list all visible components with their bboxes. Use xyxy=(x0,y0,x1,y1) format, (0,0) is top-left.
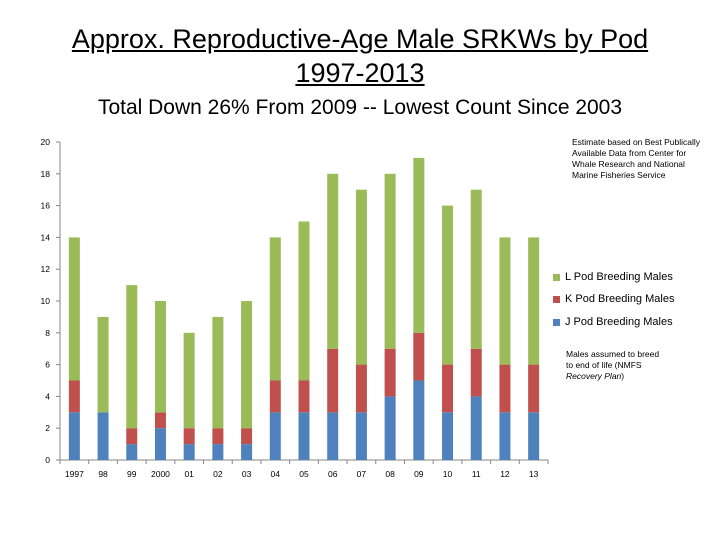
bar-l-pod xyxy=(97,316,109,413)
bar-k-pod xyxy=(154,412,166,429)
bar-l-pod xyxy=(413,157,425,333)
x-tick-label: 10 xyxy=(443,469,453,479)
bar-k-pod xyxy=(212,428,224,445)
bar-k-pod xyxy=(269,380,281,413)
bar-j-pod xyxy=(298,412,310,460)
y-tick-label: 10 xyxy=(41,296,51,306)
y-tick-label: 18 xyxy=(41,169,51,179)
assumption-note-close: ) xyxy=(621,371,625,381)
legend-label-j-pod: J Pod Breeding Males xyxy=(565,316,673,328)
bar-j-pod xyxy=(499,412,511,460)
bar-j-pod xyxy=(327,412,339,460)
x-tick-label: 01 xyxy=(184,469,194,479)
legend-label-k-pod: K Pod Breeding Males xyxy=(565,293,675,305)
y-tick-label: 14 xyxy=(41,232,51,242)
x-tick-label: 06 xyxy=(328,469,338,479)
x-tick-label: 02 xyxy=(213,469,223,479)
x-tick-label: 98 xyxy=(98,469,108,479)
bar-l-pod xyxy=(183,332,195,429)
bar-j-pod xyxy=(528,412,540,460)
legend-label-l-pod: L Pod Breeding Males xyxy=(565,271,673,283)
bar-l-pod xyxy=(154,301,166,413)
bar-l-pod xyxy=(528,237,540,365)
bar-k-pod xyxy=(499,364,511,413)
y-tick-label: 12 xyxy=(41,264,51,274)
y-tick-label: 20 xyxy=(41,137,51,147)
y-tick-label: 2 xyxy=(45,423,50,433)
y-tick-label: 16 xyxy=(41,201,51,211)
chart-title-years: 1997-2013 xyxy=(295,58,425,88)
bar-j-pod xyxy=(183,444,195,460)
bar-l-pod xyxy=(212,316,224,429)
x-tick-label: 13 xyxy=(529,469,539,479)
bar-k-pod xyxy=(298,380,310,413)
bar-j-pod xyxy=(384,396,396,460)
bar-k-pod xyxy=(442,364,454,413)
x-tick-label: 04 xyxy=(271,469,281,479)
bar-k-pod xyxy=(355,364,367,413)
x-tick-label: 11 xyxy=(472,469,481,479)
chart-title: Approx. Reproductive-Age Male SRKWs by P… xyxy=(71,24,649,54)
bar-j-pod xyxy=(126,444,138,460)
bar-k-pod xyxy=(528,364,540,413)
bar-k-pod xyxy=(126,428,138,445)
x-tick-label: 09 xyxy=(414,469,424,479)
bar-j-pod xyxy=(442,412,454,460)
source-note: Estimate based on Best Publically Availa… xyxy=(572,137,701,180)
y-tick-label: 4 xyxy=(45,391,50,401)
x-tick-label: 03 xyxy=(242,469,252,479)
bar-l-pod xyxy=(126,285,138,429)
assumption-note: Males assumed to breed to end of life (N… xyxy=(566,349,666,382)
legend-swatch-k-pod xyxy=(553,295,560,303)
bar-l-pod xyxy=(269,237,281,381)
bar-k-pod xyxy=(327,348,339,413)
y-tick-label: 0 xyxy=(45,455,50,465)
bar-k-pod xyxy=(183,428,195,445)
bar-l-pod xyxy=(355,189,367,365)
bar-j-pod xyxy=(470,396,482,460)
x-tick-label: 1997 xyxy=(65,469,84,479)
x-tick-label: 05 xyxy=(299,469,309,479)
bar-j-pod xyxy=(241,444,253,460)
bar-l-pod xyxy=(470,189,482,349)
y-tick-label: 8 xyxy=(45,328,50,338)
bar-j-pod xyxy=(68,412,80,460)
bar-l-pod xyxy=(442,205,454,365)
legend-item-k-pod: K Pod Breeding Males xyxy=(553,293,674,305)
bar-l-pod xyxy=(384,173,396,349)
bar-j-pod xyxy=(212,444,224,460)
chart-subtitle: Total Down 26% From 2009 -- Lowest Count… xyxy=(97,96,623,119)
bar-j-pod xyxy=(269,412,281,460)
bar-l-pod xyxy=(327,173,339,349)
bar-j-pod xyxy=(413,380,425,460)
assumption-note-text: Males assumed to breed to end of life (N… xyxy=(566,349,660,370)
bar-k-pod xyxy=(413,332,425,381)
legend-swatch-j-pod xyxy=(553,318,560,326)
legend-item-l-pod: L Pod Breeding Males xyxy=(553,271,673,283)
x-tick-label: 07 xyxy=(357,469,367,479)
x-tick-label: 12 xyxy=(500,469,510,479)
y-tick-label: 6 xyxy=(45,360,50,370)
bar-l-pod xyxy=(499,237,511,365)
bar-l-pod xyxy=(241,301,253,429)
bar-l-pod xyxy=(68,237,80,381)
bar-k-pod xyxy=(384,348,396,397)
assumption-note-citation: Recovery Plan xyxy=(566,371,622,381)
x-tick-label: 2000 xyxy=(151,469,170,479)
x-tick-label: 08 xyxy=(385,469,395,479)
bar-j-pod xyxy=(154,428,166,460)
bar-l-pod xyxy=(298,221,310,381)
legend-swatch-l-pod xyxy=(553,273,560,281)
bar-k-pod xyxy=(68,380,80,413)
bar-j-pod xyxy=(97,412,109,460)
bar-k-pod xyxy=(241,428,253,445)
legend-item-j-pod: J Pod Breeding Males xyxy=(553,316,673,328)
x-tick-label: 99 xyxy=(127,469,137,479)
bar-k-pod xyxy=(470,348,482,397)
bar-j-pod xyxy=(355,412,367,460)
